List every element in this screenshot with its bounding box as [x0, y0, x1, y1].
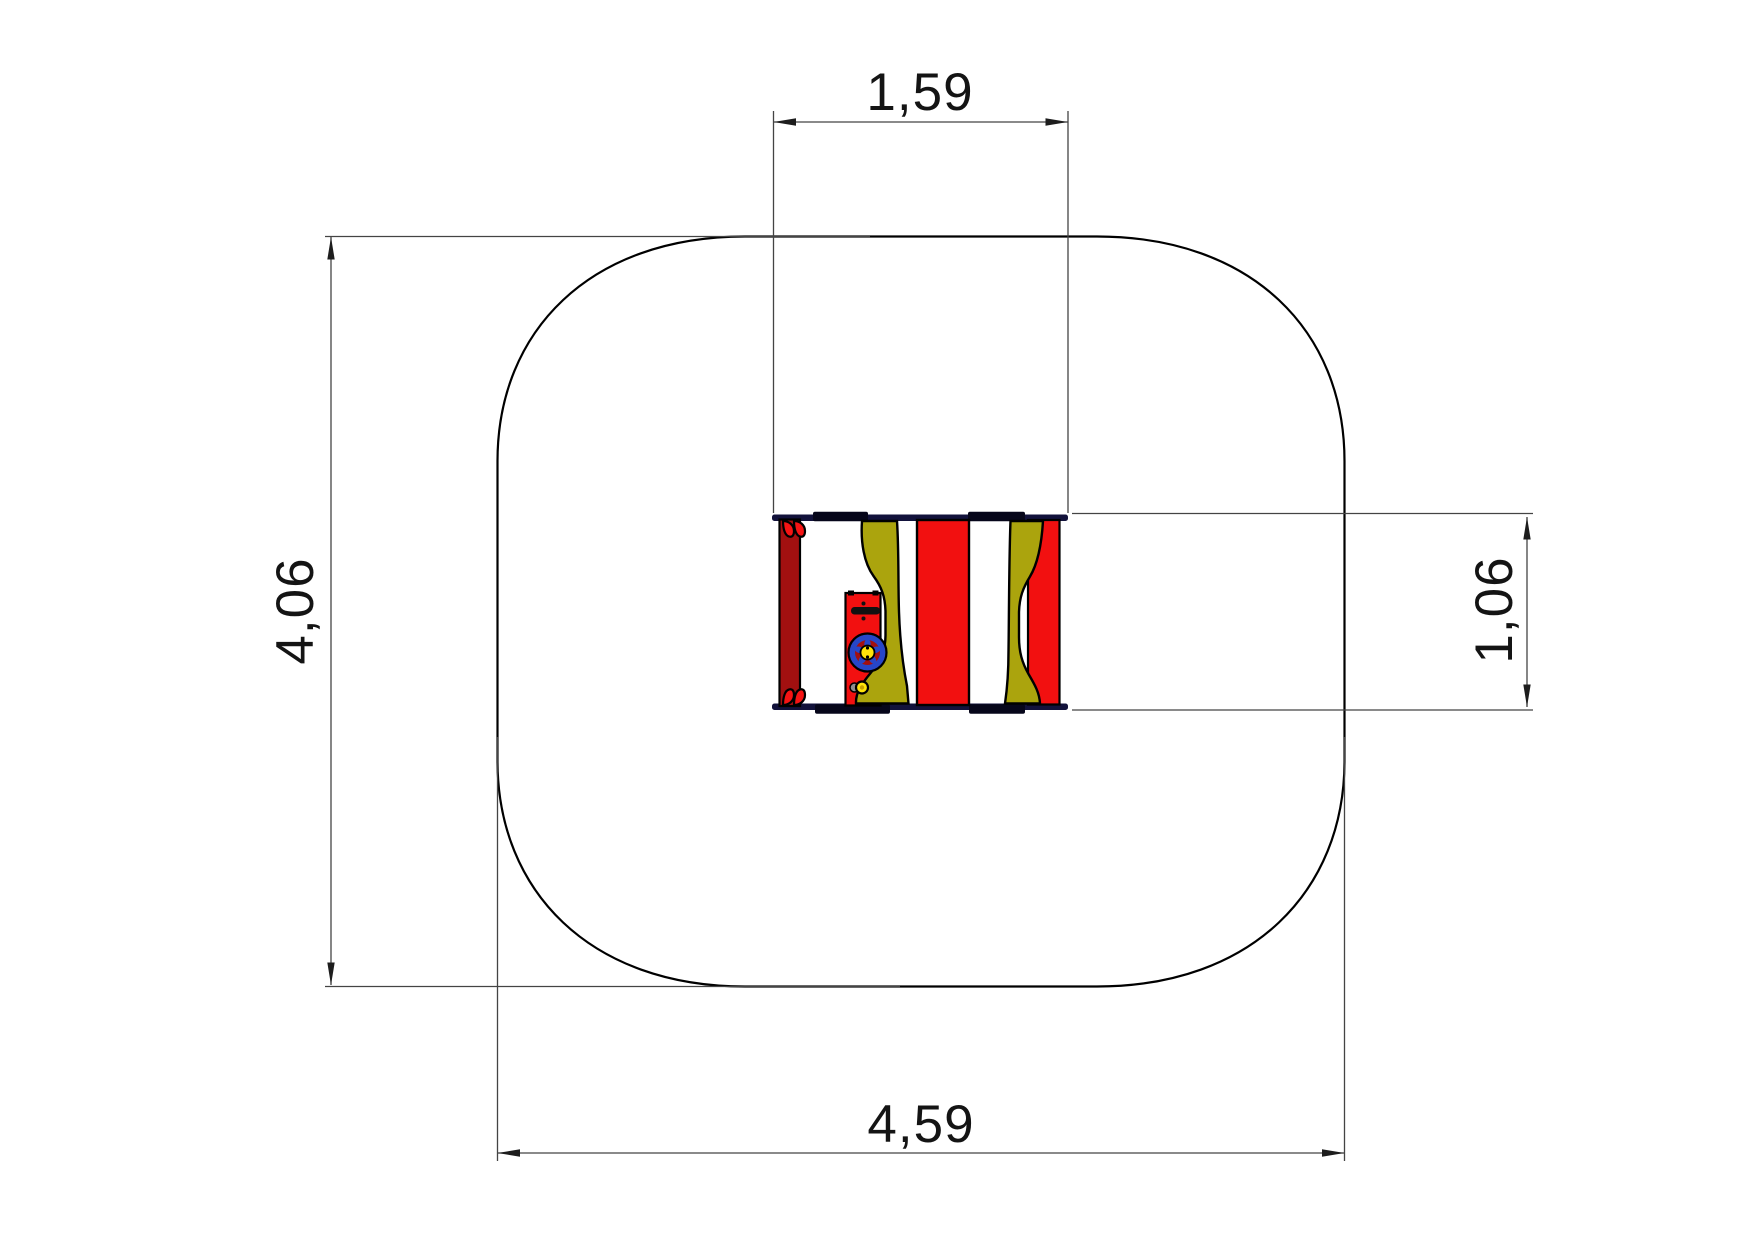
dimension-label-bottom-width: 4,59 [867, 1095, 975, 1154]
steering-wheel [847, 632, 888, 673]
hinge-petals-top [781, 519, 807, 538]
housing-bolt [861, 601, 866, 606]
rail-bottom-pad [969, 704, 1025, 714]
wheel-hub [859, 644, 876, 661]
hinge-petals-bottom [781, 688, 807, 707]
equipment-plan-view [772, 511, 1068, 714]
hub-mark [865, 646, 870, 650]
petal [792, 688, 807, 707]
left-beam [778, 518, 802, 708]
arrowhead-bottom [1523, 684, 1531, 707]
dimension-label-right-height: 1,06 [1465, 556, 1524, 664]
dimension-top-width [772, 111, 1069, 513]
housing-tab [872, 590, 879, 596]
dimension-label-left-height: 4,06 [266, 557, 325, 665]
right-olive-blade [1003, 519, 1045, 705]
arrowhead-top [1523, 517, 1531, 540]
housing-tab [848, 590, 854, 596]
hub-mark [865, 655, 870, 659]
petal [781, 519, 796, 538]
dimension-left-height [325, 235, 900, 988]
petal [792, 519, 807, 538]
arrowhead-top [327, 237, 335, 260]
handle-bar [851, 607, 880, 615]
arrowhead-right [1322, 1149, 1345, 1157]
rail-bottom-pad [815, 704, 890, 714]
housing-bolt [861, 616, 866, 621]
petal [781, 688, 796, 707]
arrowhead-right [1045, 118, 1068, 126]
safety-zone-outline [496, 235, 1346, 988]
rail-top-pad [813, 511, 868, 522]
left-olive-blade [854, 519, 910, 705]
rail-top-pad [968, 511, 1025, 522]
dimension-label-top-width: 1,59 [866, 63, 974, 122]
dimension-bottom-width [496, 737, 1346, 1161]
dimension-right-height [1072, 512, 1533, 711]
knob-center [859, 685, 865, 690]
center-deck [915, 518, 971, 707]
arrowhead-left [773, 118, 796, 126]
arrowhead-bottom [327, 962, 335, 985]
arrowhead-left [497, 1149, 520, 1157]
